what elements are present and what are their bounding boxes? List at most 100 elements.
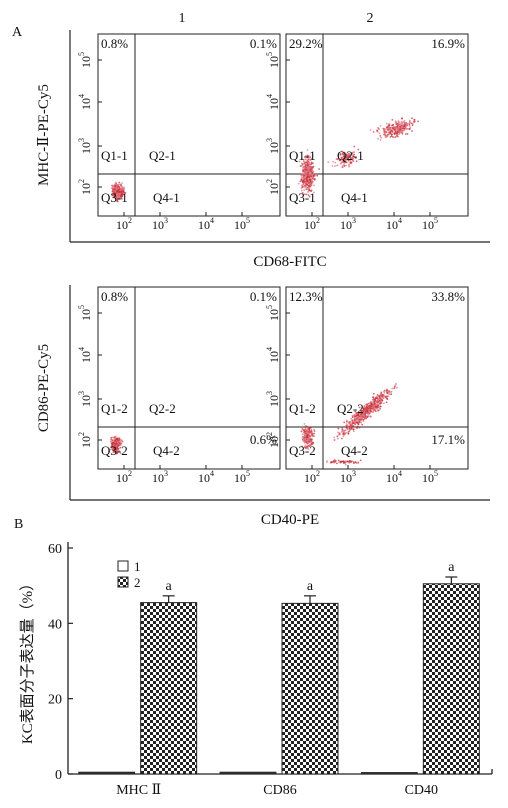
event-dot <box>349 460 351 463</box>
event-dot <box>113 447 116 450</box>
event-dot <box>362 418 365 421</box>
x-tick-label-3-text: 103 <box>340 469 356 485</box>
event-dot <box>411 124 414 127</box>
event-dot <box>352 151 354 154</box>
event-dot <box>307 173 309 176</box>
x-tick-label-3-base: 10 <box>340 471 352 485</box>
event-dot <box>373 399 375 402</box>
event-dot <box>117 195 120 198</box>
event-dot <box>360 415 363 418</box>
event-dot <box>341 153 344 155</box>
event-dot <box>380 394 382 396</box>
event-dot <box>356 427 358 429</box>
event-dot <box>402 129 404 132</box>
event-dot <box>348 152 351 155</box>
event-dot <box>308 187 311 190</box>
event-dot <box>298 160 301 163</box>
event-dot <box>383 132 386 134</box>
event-dot <box>304 440 306 442</box>
event-dot <box>118 193 121 196</box>
event-dot <box>343 151 346 154</box>
event-dot <box>388 391 391 394</box>
y-tick-label-3-exponent: 3 <box>77 391 86 395</box>
event-dot <box>365 405 368 408</box>
bar-chart-y-axis-label: KC表面分子表达量（%） <box>19 576 36 744</box>
event-dot <box>310 434 312 437</box>
event-dot <box>348 156 351 159</box>
event-dot <box>354 410 357 413</box>
event-dot <box>308 434 311 436</box>
event-dot <box>311 172 314 174</box>
event-dot <box>336 435 339 438</box>
y-tick-label-4-exponent: 4 <box>265 94 274 98</box>
event-dot <box>373 392 375 395</box>
event-dot <box>347 158 350 161</box>
event-dot <box>306 425 308 428</box>
event-dot <box>113 449 116 452</box>
bar-series2-3 <box>422 583 480 775</box>
quadrant-label-q2: Q2-1 <box>337 148 364 163</box>
event-dot <box>303 423 306 425</box>
event-dot <box>306 172 308 174</box>
x-tick-label-4: 104 <box>386 469 402 485</box>
event-dot <box>405 123 408 126</box>
event-dot <box>411 117 413 119</box>
event-dot <box>376 394 379 396</box>
event-dot <box>348 426 350 428</box>
event-dot <box>304 446 307 449</box>
event-dot <box>347 431 350 434</box>
quadrant-label-q1: Q1-1 <box>289 148 316 163</box>
event-dot <box>372 131 375 133</box>
y-tick-label-2-exponent: 2 <box>265 179 274 183</box>
event-dot <box>369 407 372 410</box>
x-tick-label-2-text: 102 <box>304 469 320 485</box>
event-dot <box>332 160 335 163</box>
event-dot <box>313 432 315 435</box>
panel-a-label: A <box>12 25 23 40</box>
event-dot <box>401 131 404 134</box>
event-dot <box>333 439 336 441</box>
event-dot <box>390 390 393 393</box>
event-dot <box>356 414 358 417</box>
event-dot <box>346 153 348 156</box>
event-dot <box>367 407 370 410</box>
event-dot <box>334 459 337 462</box>
event-dot <box>362 420 365 422</box>
event-dot <box>395 382 397 385</box>
event-dot <box>308 428 310 430</box>
event-dot <box>116 443 118 445</box>
event-dot <box>312 181 314 184</box>
event-dot <box>358 406 361 409</box>
y-tick-label-5: 105 <box>77 52 93 68</box>
event-dot <box>382 133 385 136</box>
event-dot <box>408 120 411 122</box>
event-dot <box>308 440 310 443</box>
event-dot <box>343 421 346 424</box>
quadrant-top-left-percent: 29.2% <box>289 36 323 51</box>
event-dot <box>311 173 314 176</box>
x-tick-label-5-exponent: 5 <box>246 469 250 478</box>
x-tick-label-2-text: 102 <box>116 216 132 232</box>
event-dot <box>111 442 114 445</box>
event-dot <box>310 426 312 429</box>
y-tick-label-40: 40 <box>48 617 62 632</box>
event-dot <box>310 432 313 435</box>
y-tick-label-3-exponent: 3 <box>77 138 86 142</box>
quadrant-label-q2: Q2-1 <box>149 148 176 163</box>
event-dot <box>399 130 402 133</box>
event-dot <box>342 435 345 438</box>
event-dot <box>308 195 311 198</box>
event-dot <box>379 405 381 408</box>
bar-series1-2 <box>219 771 277 775</box>
x-tick-label-5-text: 105 <box>234 216 250 232</box>
event-dot <box>377 398 380 400</box>
event-dot <box>360 421 363 424</box>
event-dot <box>116 446 119 448</box>
event-dot <box>382 390 385 393</box>
event-dot <box>350 161 353 164</box>
y-tick-label-5-text: 105 <box>77 305 93 321</box>
x-tick-label-5-exponent: 5 <box>434 469 438 478</box>
event-dot <box>348 154 351 157</box>
y-tick-label-2: 102 <box>77 179 93 195</box>
